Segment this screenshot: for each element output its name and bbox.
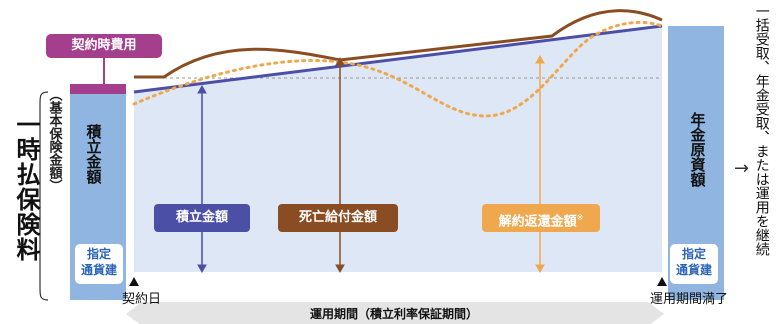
accumulated-arrow — [197, 84, 207, 274]
surrender-note-mark: ※ — [576, 213, 584, 222]
triangle-up-icon — [129, 277, 139, 286]
triangle-up-icon — [657, 277, 667, 286]
accumulated-amount-column-label: 積立金額 — [84, 124, 103, 184]
legend-death-benefit: 死亡給付金額 — [278, 204, 398, 232]
legend-surrender-value: 解約返還金額※ — [482, 204, 600, 232]
contract-date-label: 契約日 — [122, 292, 162, 307]
premium-bracket — [39, 91, 49, 301]
legend-surrender-text: 解約返還金額 — [498, 214, 577, 230]
currency-badge-left: 指定 通貨建 — [75, 244, 123, 284]
base-amount-note: （基本保険金額） — [46, 88, 62, 192]
death-benefit-arrow — [335, 56, 345, 274]
currency-badge-text: 指定 通貨建 — [80, 247, 117, 278]
period-arrow — [126, 302, 664, 324]
annuity-fund-column-label: 年金原資額 — [688, 112, 707, 187]
currency-badge-text: 指定 通貨建 — [675, 247, 712, 278]
growth-area — [134, 26, 662, 272]
arrow-right-icon: → — [734, 158, 750, 179]
accumulated-line — [133, 24, 663, 94]
surrender-value-curve — [132, 20, 664, 118]
legend-accumulated-amount: 積立金額 — [154, 204, 250, 232]
contract-fee-segment — [70, 84, 126, 94]
currency-badge-right: 指定 通貨建 — [670, 244, 718, 284]
outcome-options-text: 一括受取、年金受取、または運用を継続 — [753, 4, 770, 256]
maturity-label: 運用期間満了 — [650, 292, 729, 307]
operation-period-label: 運用期間（積立利率保証期間） — [309, 307, 478, 321]
surrender-value-arrow — [535, 54, 545, 274]
contract-fee-label: 契約時費用 — [46, 34, 162, 58]
initial-premium-title: 一時払保険料 — [12, 112, 40, 262]
